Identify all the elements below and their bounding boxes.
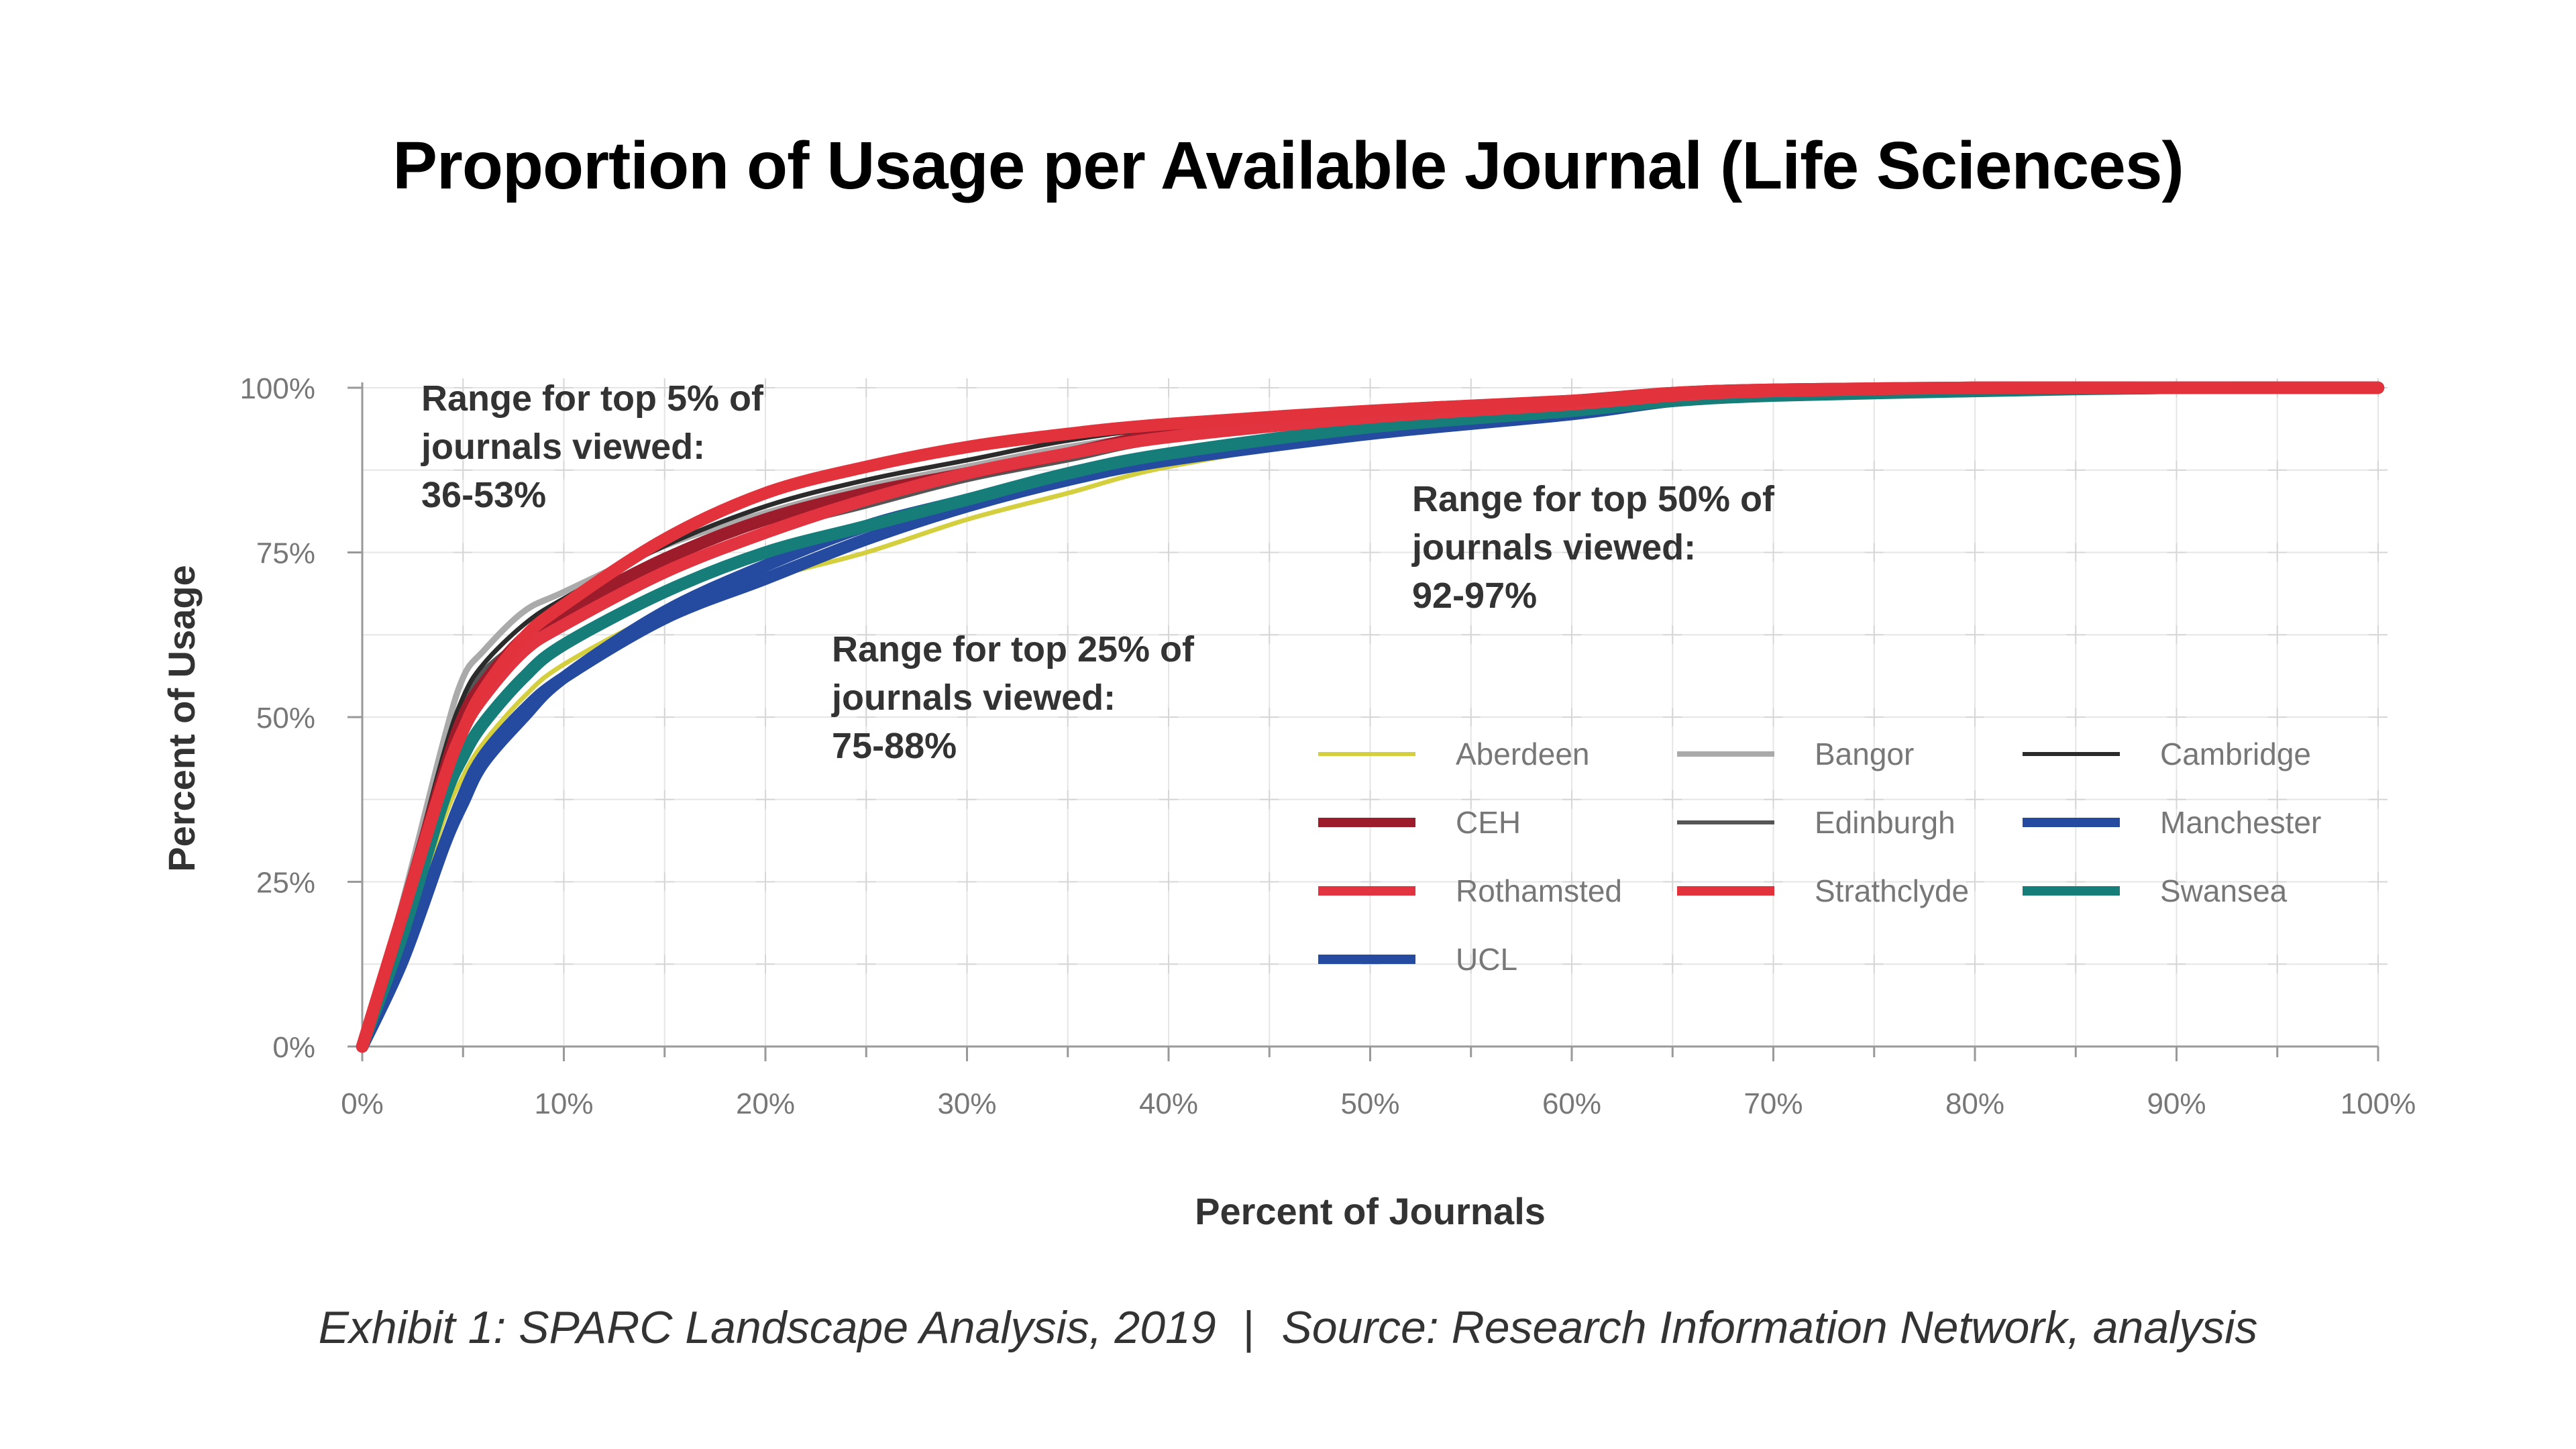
legend-label-manchester: Manchester (2160, 805, 2321, 840)
x-axis-title: Percent of Journals (1195, 1190, 1546, 1232)
axes: 0% 10% 20% 30% 40% 50% 60% 70% 80% 90% 100% 0% 25% 50… (239, 372, 2416, 1120)
y-tick-label: 100% (239, 372, 315, 405)
annotation-3: Range for top 50% of journals viewed: 92-9… (1411, 479, 1775, 616)
grid-lines (362, 378, 2387, 1046)
series-lines (356, 381, 2385, 1053)
x-tick-label: 20% (736, 1087, 795, 1120)
annotation-line: journals viewed: (1411, 527, 1696, 568)
caption-exhibit: Exhibit 1: SPARC Landscape Analysis, 201… (318, 1302, 1216, 1353)
legend-label-rothamsted: Rothamsted (1456, 873, 1622, 908)
chart-title: Proportion of Usage per Available Journa… (392, 128, 2184, 203)
annotation-1: Range for top 5% of journals viewed: 36-53… (421, 378, 764, 515)
caption-source: Source: Research Information Network, an… (1281, 1302, 2258, 1353)
legend: Aberdeen Bangor Cambridge CEH Edinburgh Manch… (1318, 737, 2321, 977)
annotation-line: 75-88% (832, 726, 957, 766)
series-line-strathclyde (356, 381, 2385, 1053)
x-tick-label: 10% (534, 1087, 593, 1120)
annotation-line: Range for top 5% of (421, 378, 764, 419)
x-tick-label: 40% (1139, 1087, 1198, 1120)
x-tick-label: 50% (1340, 1087, 1399, 1120)
annotations: Range for top 5% of journals viewed: 36-53… (421, 378, 1775, 766)
legend-label-swansea: Swansea (2160, 873, 2288, 908)
annotation-line: journals viewed: (421, 427, 705, 467)
x-tick-label: 30% (937, 1087, 996, 1120)
y-tick-label: 50% (256, 702, 315, 735)
legend-label-strathclyde: Strathclyde (1815, 873, 1969, 908)
legend-label-aberdeen: Aberdeen (1456, 737, 1590, 771)
legend-label-ceh: CEH (1456, 805, 1521, 840)
annotation-line: Range for top 50% of (1412, 479, 1775, 519)
caption-separator: | (1242, 1302, 1255, 1353)
x-tick-label: 80% (1945, 1087, 2004, 1120)
y-tick-label: 25% (256, 867, 315, 900)
annotation-2: Range for top 25% of journals viewed: 75-8… (831, 629, 1195, 766)
annotation-line: 92-97% (1412, 576, 1537, 616)
x-tick-label: 90% (2147, 1087, 2206, 1120)
x-tick-label: 0% (341, 1087, 384, 1120)
x-tick-label: 60% (1542, 1087, 1601, 1120)
annotation-line: Range for top 25% of (832, 629, 1195, 669)
legend-label-edinburgh: Edinburgh (1815, 805, 1955, 840)
legend-label-bangor: Bangor (1815, 737, 1914, 771)
annotation-line: 36-53% (421, 475, 546, 515)
y-tick-label: 75% (256, 537, 315, 570)
x-tick-label: 70% (1743, 1087, 1803, 1120)
x-tick-label: 100% (2341, 1087, 2416, 1120)
legend-label-cambridge: Cambridge (2160, 737, 2311, 771)
annotation-line: journals viewed: (831, 678, 1116, 718)
y-tick-label: 0% (272, 1031, 315, 1064)
y-axis-title: Percent of Usage (160, 565, 203, 872)
legend-label-ucl: UCL (1456, 942, 1517, 977)
figure-caption: Exhibit 1: SPARC Landscape Analysis, 201… (0, 1301, 2576, 1354)
